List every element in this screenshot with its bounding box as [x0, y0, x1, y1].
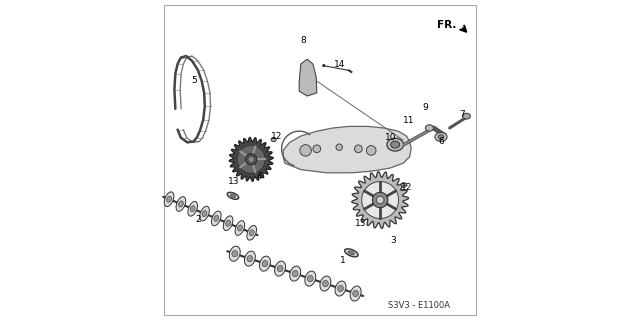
- Ellipse shape: [292, 270, 298, 277]
- Ellipse shape: [223, 216, 233, 230]
- Text: 2: 2: [195, 215, 200, 224]
- Polygon shape: [372, 192, 388, 208]
- Ellipse shape: [350, 286, 361, 301]
- Polygon shape: [246, 154, 257, 165]
- Text: S3V3 - E1100A: S3V3 - E1100A: [388, 301, 450, 310]
- Polygon shape: [248, 156, 254, 163]
- Ellipse shape: [211, 211, 221, 226]
- Ellipse shape: [463, 113, 470, 119]
- Text: 12: 12: [401, 183, 412, 192]
- Text: 13: 13: [355, 219, 366, 228]
- Text: 10: 10: [385, 133, 397, 142]
- Text: 13: 13: [228, 177, 239, 186]
- Ellipse shape: [247, 256, 253, 262]
- Ellipse shape: [244, 251, 255, 266]
- Ellipse shape: [202, 211, 207, 217]
- Ellipse shape: [259, 256, 271, 271]
- Ellipse shape: [247, 226, 257, 240]
- Text: 3: 3: [390, 236, 396, 245]
- Ellipse shape: [305, 271, 316, 286]
- Circle shape: [323, 64, 326, 67]
- Ellipse shape: [275, 261, 285, 276]
- Polygon shape: [376, 196, 384, 204]
- Text: FR.: FR.: [436, 20, 456, 30]
- Circle shape: [355, 145, 362, 153]
- Ellipse shape: [179, 201, 183, 207]
- Ellipse shape: [323, 280, 328, 287]
- Text: 7: 7: [459, 110, 465, 119]
- Ellipse shape: [344, 249, 358, 257]
- Ellipse shape: [166, 196, 172, 202]
- Ellipse shape: [188, 202, 198, 216]
- Ellipse shape: [387, 138, 404, 151]
- Circle shape: [313, 145, 321, 153]
- Ellipse shape: [235, 221, 244, 235]
- Ellipse shape: [249, 230, 254, 236]
- Circle shape: [336, 144, 342, 150]
- Circle shape: [300, 145, 312, 156]
- Text: 14: 14: [334, 60, 346, 69]
- Ellipse shape: [229, 246, 240, 261]
- Ellipse shape: [307, 276, 313, 282]
- Ellipse shape: [232, 251, 237, 257]
- Polygon shape: [352, 172, 408, 228]
- Ellipse shape: [353, 290, 358, 297]
- Ellipse shape: [338, 285, 344, 292]
- Polygon shape: [229, 137, 273, 181]
- Ellipse shape: [271, 138, 276, 142]
- Polygon shape: [300, 59, 317, 96]
- Ellipse shape: [200, 206, 209, 221]
- Ellipse shape: [426, 125, 433, 131]
- Ellipse shape: [401, 183, 407, 187]
- Text: 11: 11: [403, 116, 415, 125]
- Text: 8: 8: [301, 36, 306, 44]
- Ellipse shape: [227, 192, 239, 199]
- Ellipse shape: [176, 197, 186, 211]
- Ellipse shape: [435, 132, 447, 141]
- Text: 9: 9: [422, 103, 428, 112]
- Ellipse shape: [164, 192, 174, 206]
- Ellipse shape: [214, 215, 219, 221]
- Ellipse shape: [230, 194, 236, 197]
- Ellipse shape: [348, 251, 355, 255]
- Polygon shape: [283, 126, 412, 173]
- Ellipse shape: [262, 260, 268, 267]
- Ellipse shape: [390, 141, 399, 148]
- Ellipse shape: [320, 276, 331, 291]
- Text: 4: 4: [257, 172, 262, 181]
- Ellipse shape: [226, 220, 230, 226]
- Ellipse shape: [290, 266, 301, 281]
- Text: 12: 12: [271, 132, 282, 141]
- Text: 6: 6: [438, 137, 444, 146]
- Circle shape: [367, 146, 376, 155]
- Ellipse shape: [190, 206, 195, 212]
- Ellipse shape: [438, 135, 444, 139]
- Ellipse shape: [237, 225, 243, 231]
- Text: 1: 1: [340, 256, 346, 265]
- Ellipse shape: [335, 281, 346, 296]
- Text: 5: 5: [191, 76, 197, 85]
- Polygon shape: [237, 146, 265, 173]
- Ellipse shape: [277, 266, 283, 272]
- Polygon shape: [362, 181, 399, 219]
